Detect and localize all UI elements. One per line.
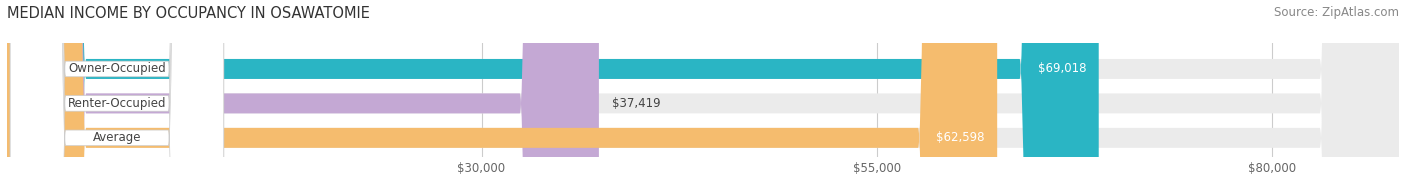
FancyBboxPatch shape	[10, 0, 224, 196]
FancyBboxPatch shape	[7, 0, 1098, 196]
Text: MEDIAN INCOME BY OCCUPANCY IN OSAWATOMIE: MEDIAN INCOME BY OCCUPANCY IN OSAWATOMIE	[7, 6, 370, 21]
FancyBboxPatch shape	[7, 0, 1399, 196]
FancyBboxPatch shape	[7, 0, 1399, 196]
Text: $69,018: $69,018	[1038, 63, 1085, 75]
Text: Owner-Occupied: Owner-Occupied	[67, 63, 166, 75]
Text: Average: Average	[93, 131, 141, 144]
FancyBboxPatch shape	[7, 0, 1399, 196]
FancyBboxPatch shape	[7, 0, 997, 196]
FancyBboxPatch shape	[10, 0, 224, 196]
Text: $62,598: $62,598	[936, 131, 984, 144]
Text: Renter-Occupied: Renter-Occupied	[67, 97, 166, 110]
Text: Source: ZipAtlas.com: Source: ZipAtlas.com	[1274, 6, 1399, 19]
FancyBboxPatch shape	[10, 0, 224, 196]
Text: $37,419: $37,419	[612, 97, 661, 110]
FancyBboxPatch shape	[7, 0, 599, 196]
